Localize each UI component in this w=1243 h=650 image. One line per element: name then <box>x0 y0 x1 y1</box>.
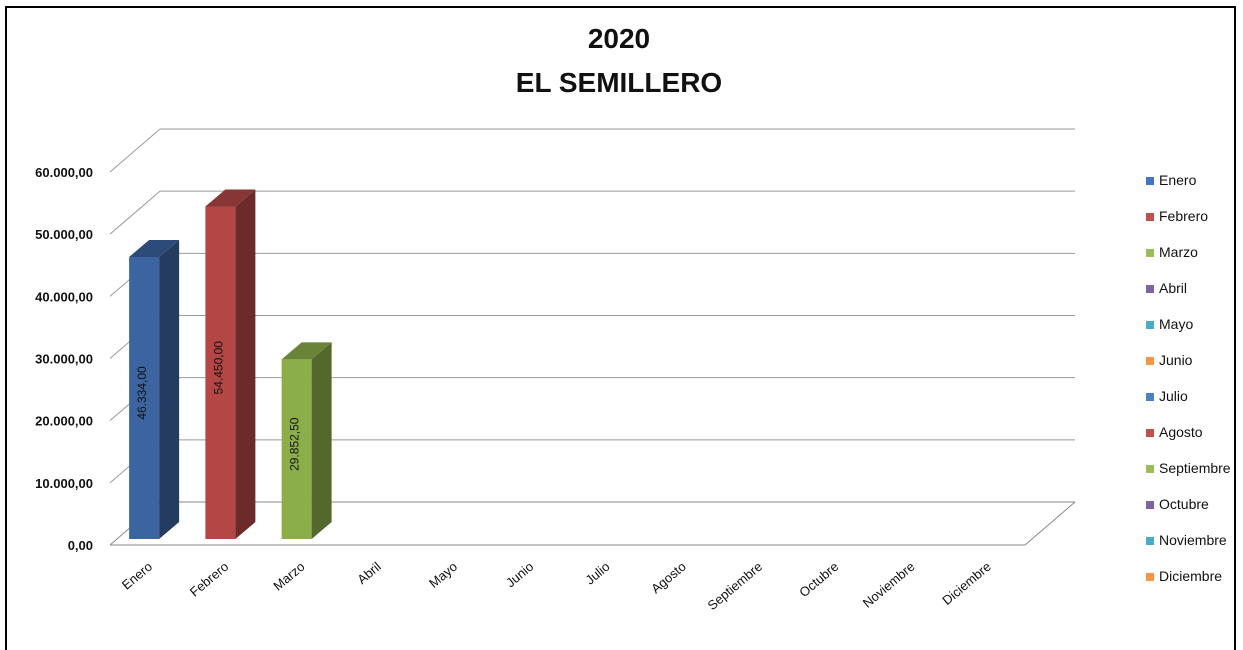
x-axis-ticks: Enero Febrero Marzo Abril Mayo Junio Julio Agos… <box>119 559 994 613</box>
data-label: 46.334,00 <box>135 366 149 420</box>
y-axis-ticks: 0,00 10.000,00 20.000,00 30.000,00 40.000,00… <box>35 165 93 553</box>
y-tick-label: 60.000,00 <box>35 165 93 180</box>
legend-label: Noviembre <box>1159 532 1227 548</box>
y-tick-label: 0,00 <box>68 538 93 553</box>
legend-label: Octubre <box>1159 496 1209 512</box>
x-tick-label: Mayo <box>426 559 460 591</box>
x-tick-label: Diciembre <box>939 559 993 608</box>
y-tick-label: 40.000,00 <box>35 289 93 304</box>
legend-label: Marzo <box>1159 244 1198 260</box>
bar-enero: 46.334,00 <box>129 239 180 539</box>
legend-swatch <box>1146 213 1154 221</box>
legend: Enero Febrero Marzo Abril Mayo Junio Julio Agos… <box>1146 172 1231 584</box>
legend-swatch <box>1146 501 1154 509</box>
x-tick-label: Febrero <box>187 559 232 600</box>
y-tick-label: 20.000,00 <box>35 414 93 429</box>
x-tick-label: Enero <box>119 559 155 593</box>
gridline-depth <box>109 190 161 235</box>
bar-front <box>281 359 312 539</box>
x-tick-label: Septiembre <box>704 559 765 613</box>
y-tick-label: 10.000,00 <box>35 476 93 491</box>
legend-swatch <box>1146 573 1154 581</box>
bar-side <box>311 342 332 539</box>
bar-front <box>129 256 160 539</box>
data-label: 29.852,50 <box>288 417 302 471</box>
x-tick-label: Noviembre <box>860 559 918 611</box>
legend-label: Enero <box>1159 172 1197 188</box>
legend-swatch <box>1146 357 1154 365</box>
bar-marzo: 29.852,50 <box>281 342 332 539</box>
legend-swatch <box>1146 321 1154 329</box>
chart-frame <box>5 6 1236 650</box>
legend-swatch <box>1146 429 1154 437</box>
legend-swatch <box>1146 393 1154 401</box>
floor-side-edge <box>1024 501 1076 546</box>
legend-swatch <box>1146 465 1154 473</box>
bar-side <box>235 189 256 539</box>
bar-top <box>281 342 332 360</box>
x-tick-label: Abril <box>354 559 384 587</box>
legend-swatch <box>1146 537 1154 545</box>
x-tick-label: Agosto <box>648 559 689 597</box>
bar-top <box>129 239 180 257</box>
bars: 46.334,00 54.450,00 29.852,50 <box>129 189 332 539</box>
legend-label: Abril <box>1159 280 1187 296</box>
legend-swatch <box>1146 285 1154 293</box>
x-tick-label: Junio <box>503 559 536 590</box>
x-tick-label: Julio <box>582 559 612 588</box>
bar-side <box>159 239 180 539</box>
gridline-depth <box>109 128 161 173</box>
legend-label: Septiembre <box>1159 460 1231 476</box>
bar-front <box>205 206 236 539</box>
y-tick-label: 30.000,00 <box>35 352 93 367</box>
chart-subtitle: EL SEMILLERO <box>516 67 722 98</box>
legend-label: Febrero <box>1159 208 1208 224</box>
x-tick-label: Marzo <box>270 559 307 594</box>
y-tick-label: 50.000,00 <box>35 227 93 242</box>
bar-top <box>205 189 256 207</box>
legend-label: Mayo <box>1159 316 1193 332</box>
legend-label: Agosto <box>1159 424 1203 440</box>
chart-title: 2020 <box>588 23 650 54</box>
legend-swatch <box>1146 177 1154 185</box>
x-tick-label: Octubre <box>796 559 841 600</box>
data-label: 54.450,00 <box>211 341 225 395</box>
legend-label: Junio <box>1159 352 1193 368</box>
legend-label: Diciembre <box>1159 568 1222 584</box>
bar-febrero: 54.450,00 <box>205 189 256 539</box>
legend-label: Julio <box>1159 388 1188 404</box>
legend-swatch <box>1146 249 1154 257</box>
